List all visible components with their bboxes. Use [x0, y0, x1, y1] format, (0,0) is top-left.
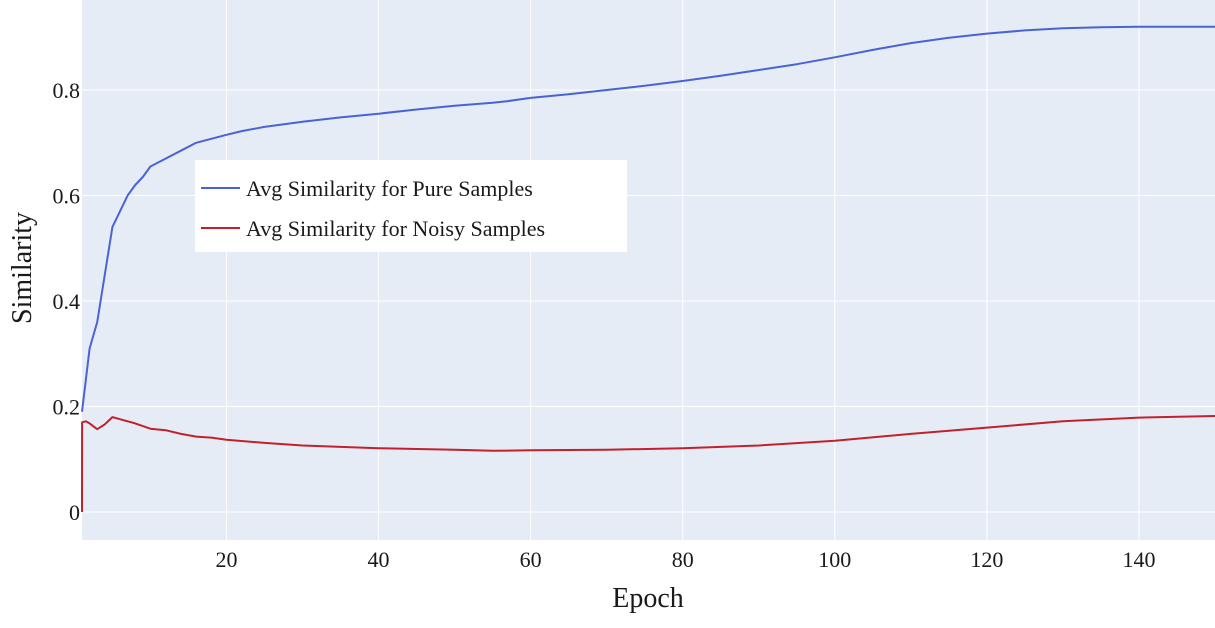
- x-axis-title: Epoch: [612, 583, 684, 614]
- series-line-0: [81, 25, 1215, 412]
- y-axis-ticks: 0 0.2 0.4 0.6 0.8: [53, 78, 81, 525]
- x-tick-label: 100: [818, 547, 851, 572]
- x-tick-label: 60: [520, 547, 542, 572]
- series-lines: [81, 25, 1215, 513]
- x-tick-label: 120: [970, 547, 1003, 572]
- y-tick-label: 0: [69, 500, 80, 525]
- plot-background: [82, 0, 1215, 540]
- y-tick-label: 0.4: [53, 289, 81, 314]
- y-tick-label: 0.8: [53, 78, 81, 103]
- y-axis-title: Similarity: [7, 212, 38, 324]
- x-tick-label: 40: [368, 547, 390, 572]
- series-line-1: [81, 415, 1215, 513]
- legend-label: Avg Similarity for Noisy Samples: [246, 216, 545, 241]
- y-tick-label: 0.6: [53, 184, 81, 209]
- y-tick-label: 0.2: [53, 395, 81, 420]
- legend-label: Avg Similarity for Pure Samples: [246, 176, 533, 201]
- x-axis-ticks: 20 40 60 80 100 120 140: [215, 547, 1155, 572]
- legend: Avg Similarity for Pure Samples Avg Simil…: [195, 160, 627, 252]
- legend-background: [195, 160, 627, 252]
- x-tick-label: 140: [1122, 547, 1155, 572]
- x-tick-label: 20: [215, 547, 237, 572]
- x-tick-label: 80: [672, 547, 694, 572]
